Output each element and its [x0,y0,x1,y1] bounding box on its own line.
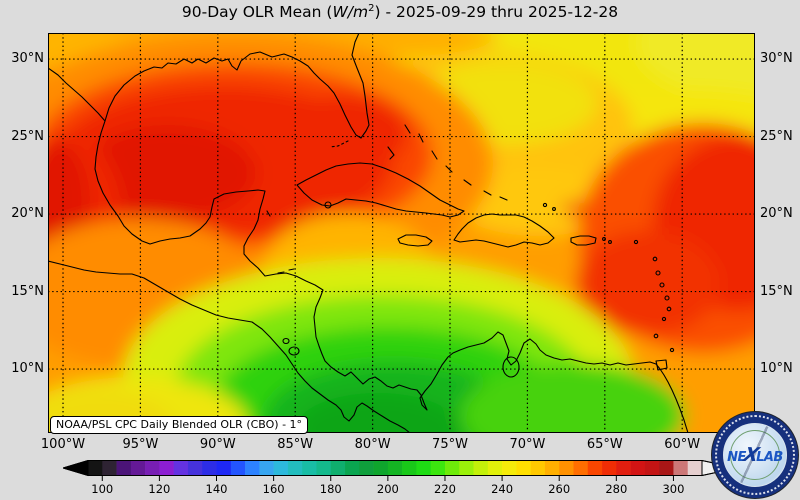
logo-ring-text [715,415,795,495]
logo-slash-line [724,424,786,486]
colorbar-tick-label: 280 [605,482,627,496]
lon-tick-label: 70°W [509,437,546,452]
olr-colorbar: 100 120 140 160 180 200 220 240 260 280 300 [63,460,737,496]
lat-tick-label: 25°N [11,128,44,144]
logo-text: NEXLAB [727,444,783,466]
lat-tick-label: 25°N [760,128,793,144]
lat-tick-label: 15°N [760,283,793,299]
colorbar-tick-label: 260 [548,482,570,496]
map-plot-area [48,33,755,433]
lat-tick-label: 10°N [760,361,793,377]
lat-lon-gridlines [48,33,755,433]
page-title: 90-Day OLR Mean (W/m2) - 2025-09-29 thru… [181,3,619,22]
coastlines [48,33,689,433]
lat-tick-label: 30°N [760,51,793,67]
colorbar-tick-label: 300 [662,482,684,496]
lon-tick-label: 75°W [432,437,468,452]
nexlab-logo: NEXLAB [712,412,798,498]
colorbar-tick-label: 140 [206,482,228,496]
lon-tick-label: 60°W [664,437,701,452]
olr-contour-map [48,33,755,433]
lat-tick-label: 20°N [11,206,44,222]
globe-icon: NEXLAB [723,423,787,487]
data-source-annotation: NOAA/PSL CPC Daily Blended OLR (CBO) - 1… [50,416,309,434]
colorbar-tick-label: 100 [91,482,113,496]
colorbar-tick-label: 160 [263,482,285,496]
lon-tick-label: 90°W [199,437,236,452]
lon-tick-label: 100°W [40,437,86,452]
colorbar-tick-label: 180 [320,482,342,496]
lat-tick-label: 10°N [11,361,44,377]
lon-tick-label: 65°W [586,437,623,452]
colorbar-tick-label: 240 [491,482,513,496]
olr-filled-contours [48,33,755,433]
lat-tick-label: 15°N [11,283,44,299]
lat-tick-label: 30°N [11,51,44,67]
lat-tick-label: 20°N [760,206,793,222]
lon-tick-label: 80°W [354,437,391,452]
colorbar-tick-label: 120 [148,482,170,496]
colorbar-tick-label: 200 [377,482,399,496]
map-border [48,33,755,433]
lon-tick-label: 95°W [122,437,159,452]
lon-tick-label: 85°W [277,437,314,452]
colorbar-tick-label: 220 [434,482,456,496]
logo-green-ring [730,430,780,480]
